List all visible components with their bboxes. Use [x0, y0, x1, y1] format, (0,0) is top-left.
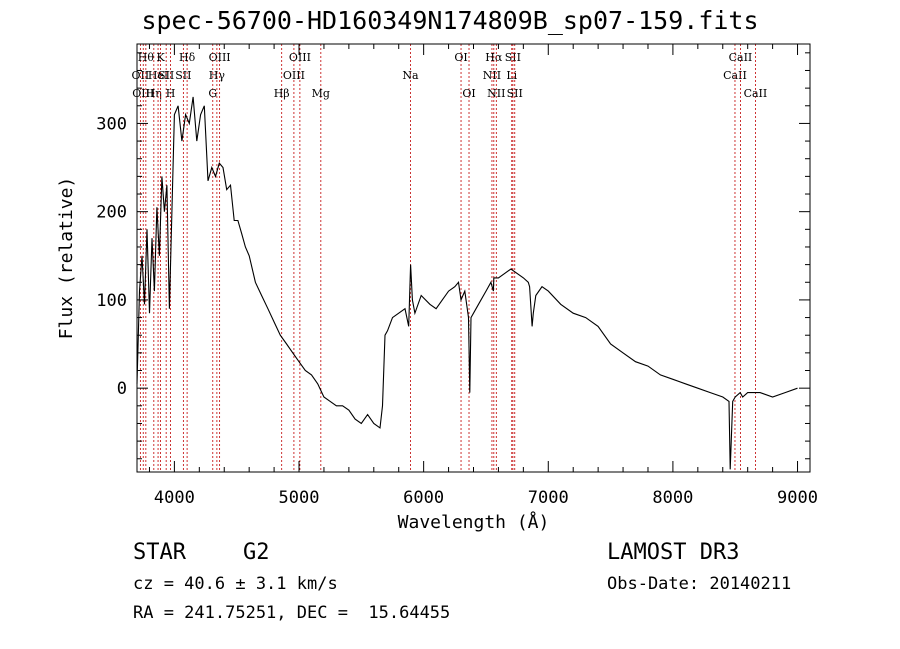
- y-tick-label: 100: [96, 291, 127, 311]
- survey-name: LAMOST DR3: [607, 540, 740, 565]
- x-tick-label: 9000: [777, 488, 818, 508]
- x-tick-label: 5000: [279, 488, 320, 508]
- x-tick-label: 4000: [154, 488, 195, 508]
- line-label: Hη: [146, 87, 162, 100]
- y-tick-label: 0: [117, 379, 127, 399]
- line-label: CaII: [729, 51, 753, 64]
- line-label: CaII: [744, 87, 768, 100]
- line-label: SII: [507, 87, 523, 100]
- line-label: H: [166, 87, 176, 100]
- line-label: Hβ: [274, 87, 290, 100]
- object-class: STAR: [133, 540, 186, 565]
- line-label: OIII: [283, 69, 305, 82]
- spectrum-line: [136, 96, 798, 470]
- line-label: SII: [158, 69, 174, 82]
- line-label: K: [156, 51, 165, 64]
- chart-title: spec-56700-HD160349N174809B_sp07-159.fit…: [141, 6, 759, 35]
- y-tick-label: 200: [96, 203, 127, 223]
- line-label: HeI: [148, 69, 168, 82]
- line-label: Hγ: [209, 69, 226, 82]
- object-subclass: G2: [243, 540, 270, 565]
- line-label: OII: [132, 69, 150, 82]
- line-label: Na: [402, 69, 419, 82]
- y-tick-label: 300: [96, 114, 127, 134]
- line-label: NII: [487, 87, 505, 100]
- line-label: CaII: [723, 69, 747, 82]
- line-label: SII: [175, 69, 191, 82]
- x-tick-label: 8000: [652, 488, 693, 508]
- x-tick-label: 7000: [528, 488, 569, 508]
- coordinates-text: RA = 241.75251, DEC = 15.64455: [133, 603, 451, 623]
- line-label: OI: [462, 87, 475, 100]
- line-label: Hα: [485, 51, 503, 64]
- line-label: SII: [505, 51, 521, 64]
- x-axis-label: Wavelength (Å): [398, 511, 550, 533]
- line-label: Li: [506, 69, 517, 82]
- plot-frame: [136, 43, 811, 473]
- line-label: Mg: [312, 87, 330, 100]
- line-label: OIII: [132, 87, 154, 100]
- y-axis-label: Flux (relative): [56, 177, 77, 340]
- line-label: OIII: [209, 51, 231, 64]
- line-label: OI: [454, 51, 467, 64]
- line-label: OIII: [289, 51, 311, 64]
- redshift-text: cz = 40.6 ± 3.1 km/s: [133, 574, 338, 594]
- line-label: NII: [483, 69, 501, 82]
- obs-date: Obs-Date: 20140211: [607, 574, 792, 594]
- line-label: Hθ: [138, 51, 155, 64]
- line-label: Hδ: [179, 51, 196, 64]
- x-tick-label: 6000: [403, 488, 444, 508]
- line-label: G: [208, 87, 217, 100]
